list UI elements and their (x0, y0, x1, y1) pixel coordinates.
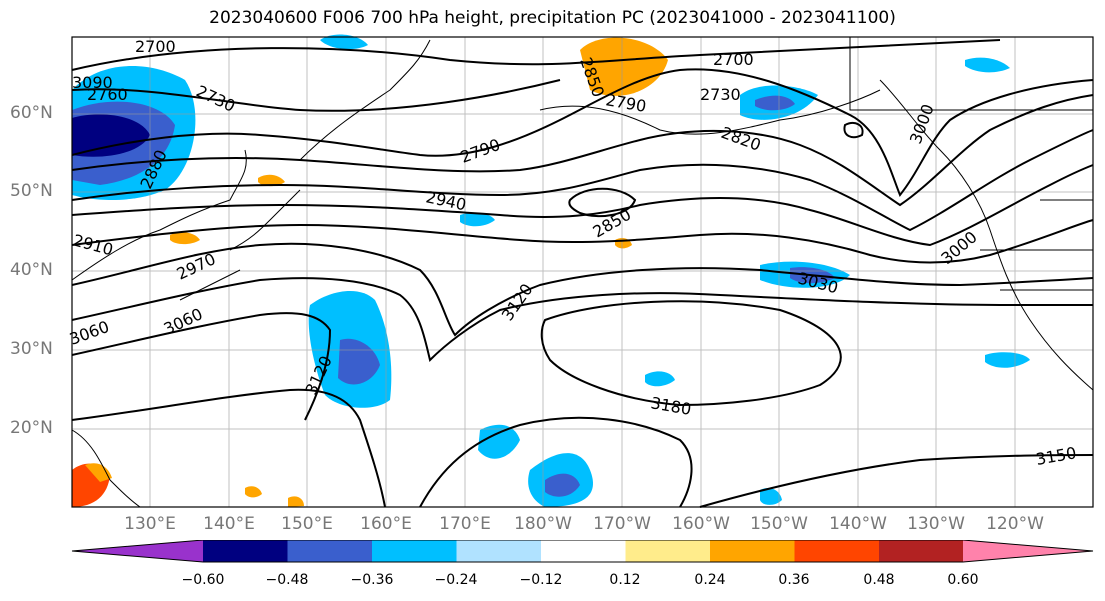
colorbar-tick: −0.60 (181, 572, 225, 588)
colorbar-segment (963, 540, 1093, 562)
colorbar-segment (625, 540, 710, 562)
contour-label: 2820 (719, 123, 764, 155)
precip-shading (72, 34, 1030, 507)
contour-label-group: 2700 2760 2730 2700 2730 2790 2790 2820 … (67, 37, 1078, 469)
colorbar (71, 540, 1094, 563)
colorbar-segment (879, 540, 964, 562)
lat-label: 40°N (10, 260, 53, 280)
colorbar-segment (372, 540, 457, 562)
colorbar-tick: −0.24 (434, 572, 478, 588)
lon-label: 160°E (360, 514, 412, 534)
lon-label: 170°E (439, 514, 491, 534)
contour-label: 3060 (161, 304, 206, 338)
lon-label: 150°E (281, 514, 333, 534)
lon-label: 130°E (124, 514, 176, 534)
lat-label: 50°N (10, 181, 53, 201)
colorbar-tick: −0.48 (265, 572, 309, 588)
colorbar-tick: 0.60 (947, 572, 979, 588)
colorbar-segment (287, 540, 372, 562)
lon-label: 120°W (986, 514, 1044, 534)
contour-label: 2730 (193, 81, 238, 115)
contour-label: 3150 (1034, 443, 1077, 469)
lon-label: 180°W (514, 514, 572, 534)
lat-label: 30°N (10, 339, 53, 359)
colorbar-segments (71, 540, 1094, 563)
contour-label: 2760 (87, 85, 128, 104)
colorbar-segment (456, 540, 541, 562)
colorbar-tick: −0.36 (350, 572, 394, 588)
map-title: 2023040600 F006 700 hPa height, precipit… (209, 8, 896, 28)
lon-label: 150°W (750, 514, 808, 534)
contour-label: 3000 (906, 102, 938, 147)
contour-label: 2790 (604, 90, 647, 116)
map-frame (71, 36, 1094, 508)
lat-label: 60°N (10, 103, 53, 123)
contour-label: 2700 (713, 50, 754, 69)
coastlines (71, 37, 1094, 508)
colorbar-tick: 0.36 (778, 572, 810, 588)
colorbar-segment (541, 540, 626, 562)
contour-label: 2700 (135, 37, 176, 56)
colorbar-tick: 0.48 (863, 572, 895, 588)
colorbar-segment (794, 540, 879, 562)
colorbar-tick: 0.12 (609, 572, 641, 588)
contour-label: 2910 (71, 231, 115, 260)
lon-label: 130°W (907, 514, 965, 534)
lon-label: 140°E (203, 514, 255, 534)
colorbar-segment (710, 540, 795, 562)
lon-label: 170°W (593, 514, 651, 534)
colorbar-segment (72, 540, 203, 562)
contour-label: 3090 (72, 73, 113, 92)
colorbar-tick: 0.24 (694, 572, 726, 588)
lon-label: 140°W (829, 514, 887, 534)
lon-label: 160°W (672, 514, 730, 534)
contour-label: 3180 (649, 393, 692, 419)
colorbar-outline (71, 540, 1094, 563)
lat-label: 20°N (10, 418, 53, 438)
colorbar-segment (203, 540, 288, 562)
colorbar-tick: −0.12 (519, 572, 563, 588)
contour-label: 3060 (67, 317, 112, 349)
height-contours (71, 39, 1094, 508)
contour-label: 3000 (937, 227, 980, 268)
contour-label: 2730 (700, 85, 741, 104)
